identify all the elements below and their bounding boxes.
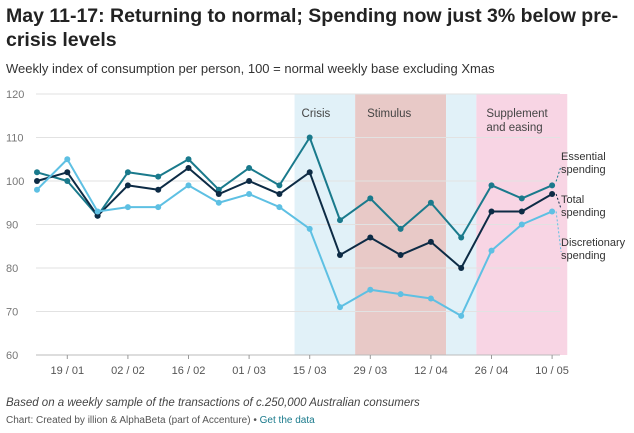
data-point-essential-spending xyxy=(64,178,71,184)
data-point-essential-spending xyxy=(427,199,434,206)
label-leader-discretionary-spending xyxy=(555,211,562,253)
data-point-discretionary-spending xyxy=(549,208,556,215)
data-point-essential-spending xyxy=(397,225,404,232)
band-label-crisis: Crisis xyxy=(302,108,331,120)
x-tick-label: 02 / 02 xyxy=(111,365,145,377)
series-line-discretionary-spending xyxy=(36,158,553,317)
data-point-discretionary-spending xyxy=(64,156,71,163)
y-tick-label: 120 xyxy=(6,89,24,101)
data-point-total-spending xyxy=(488,208,495,215)
series-label-total-spending: Total spending xyxy=(561,194,606,219)
data-point-discretionary-spending xyxy=(458,312,465,319)
data-point-total-spending xyxy=(458,265,465,271)
y-tick-label: 100 xyxy=(6,176,24,188)
series-label-essential-spending: Essential spending xyxy=(561,151,606,176)
credit-text: Chart: Created by illion & AlphaBeta (pa… xyxy=(6,415,251,426)
series-label-discretionary-spending: Discretionary spending xyxy=(561,237,626,262)
data-point-total-spending xyxy=(397,251,404,258)
data-point-essential-spending xyxy=(488,182,495,189)
data-point-discretionary-spending xyxy=(185,182,192,189)
data-point-discretionary-spending xyxy=(124,204,131,211)
data-point-essential-spending xyxy=(458,234,465,241)
data-point-discretionary-spending xyxy=(246,191,253,198)
data-point-discretionary-spending xyxy=(367,286,374,293)
data-point-total-spending xyxy=(306,169,313,176)
chart-title: May 11-17: Returning to normal; Spending… xyxy=(6,5,619,51)
data-point-total-spending xyxy=(337,251,343,258)
data-point-discretionary-spending xyxy=(94,208,101,215)
data-point-discretionary-spending xyxy=(427,295,434,302)
chart-credits: Chart: Created by illion & AlphaBeta (pa… xyxy=(6,415,315,426)
data-point-total-spending xyxy=(427,238,434,245)
data-point-total-spending xyxy=(276,191,283,198)
data-point-essential-spending xyxy=(549,182,556,189)
y-tick-label: 60 xyxy=(6,350,18,362)
chart-subtitle: Weekly index of consumption per person, … xyxy=(6,61,495,76)
data-point-total-spending xyxy=(549,191,556,198)
source-note: Based on a weekly sample of the transact… xyxy=(6,397,420,409)
band-label-supplement-and-easing: Supplement and easing xyxy=(486,108,548,134)
data-point-discretionary-spending xyxy=(34,186,40,193)
x-tick-label: 10 / 05 xyxy=(535,365,569,377)
y-tick-label: 80 xyxy=(6,263,18,275)
data-point-total-spending xyxy=(367,234,374,241)
x-tick-label: 12 / 04 xyxy=(414,365,448,377)
series-line-total-spending xyxy=(36,166,553,269)
data-point-essential-spending xyxy=(124,169,131,176)
y-tick-label: 110 xyxy=(6,133,24,145)
data-point-discretionary-spending xyxy=(337,304,343,311)
x-tick-label: 15 / 03 xyxy=(293,365,327,377)
data-point-discretionary-spending xyxy=(276,204,283,211)
data-point-essential-spending xyxy=(337,217,343,224)
data-point-essential-spending xyxy=(34,169,40,176)
data-point-essential-spending xyxy=(367,195,374,202)
x-tick-label: 01 / 03 xyxy=(232,365,266,377)
band-label-stimulus: Stimulus xyxy=(367,108,411,120)
data-point-discretionary-spending xyxy=(397,291,404,298)
data-point-essential-spending xyxy=(185,156,192,163)
label-leader-essential-spending xyxy=(555,165,562,182)
data-point-essential-spending xyxy=(276,182,283,189)
data-point-discretionary-spending xyxy=(488,247,495,254)
data-point-discretionary-spending xyxy=(155,204,162,211)
data-point-discretionary-spending xyxy=(518,221,525,228)
data-point-discretionary-spending xyxy=(215,199,222,206)
label-leader-total-spending xyxy=(555,193,562,210)
credit-separator: • xyxy=(250,415,260,426)
data-point-essential-spending xyxy=(215,186,222,193)
data-point-total-spending xyxy=(124,182,131,189)
line-chart: Crisis Stimulus Supplement and easing 60 70 80… xyxy=(6,89,626,377)
data-point-total-spending xyxy=(94,212,101,219)
x-tick-label: 19 / 01 xyxy=(50,365,84,377)
data-point-total-spending xyxy=(155,186,162,193)
data-point-total-spending xyxy=(185,164,192,171)
x-tick-label: 16 / 02 xyxy=(172,365,206,377)
data-point-discretionary-spending xyxy=(306,225,313,232)
data-point-essential-spending xyxy=(155,173,162,180)
data-point-total-spending xyxy=(518,208,525,215)
y-tick-label: 90 xyxy=(6,220,18,232)
data-point-total-spending xyxy=(34,178,40,184)
x-tick-label: 26 / 04 xyxy=(475,365,509,377)
x-tick-label: 29 / 03 xyxy=(353,365,387,377)
data-point-essential-spending xyxy=(246,164,253,171)
data-point-total-spending xyxy=(246,178,253,184)
data-point-essential-spending xyxy=(306,134,313,141)
series-line-essential-spending xyxy=(36,136,553,239)
data-point-essential-spending xyxy=(518,195,525,202)
data-point-total-spending xyxy=(215,191,222,198)
get-data-link[interactable]: Get the data xyxy=(259,415,315,426)
y-tick-label: 70 xyxy=(6,307,18,319)
data-point-total-spending xyxy=(64,169,71,176)
